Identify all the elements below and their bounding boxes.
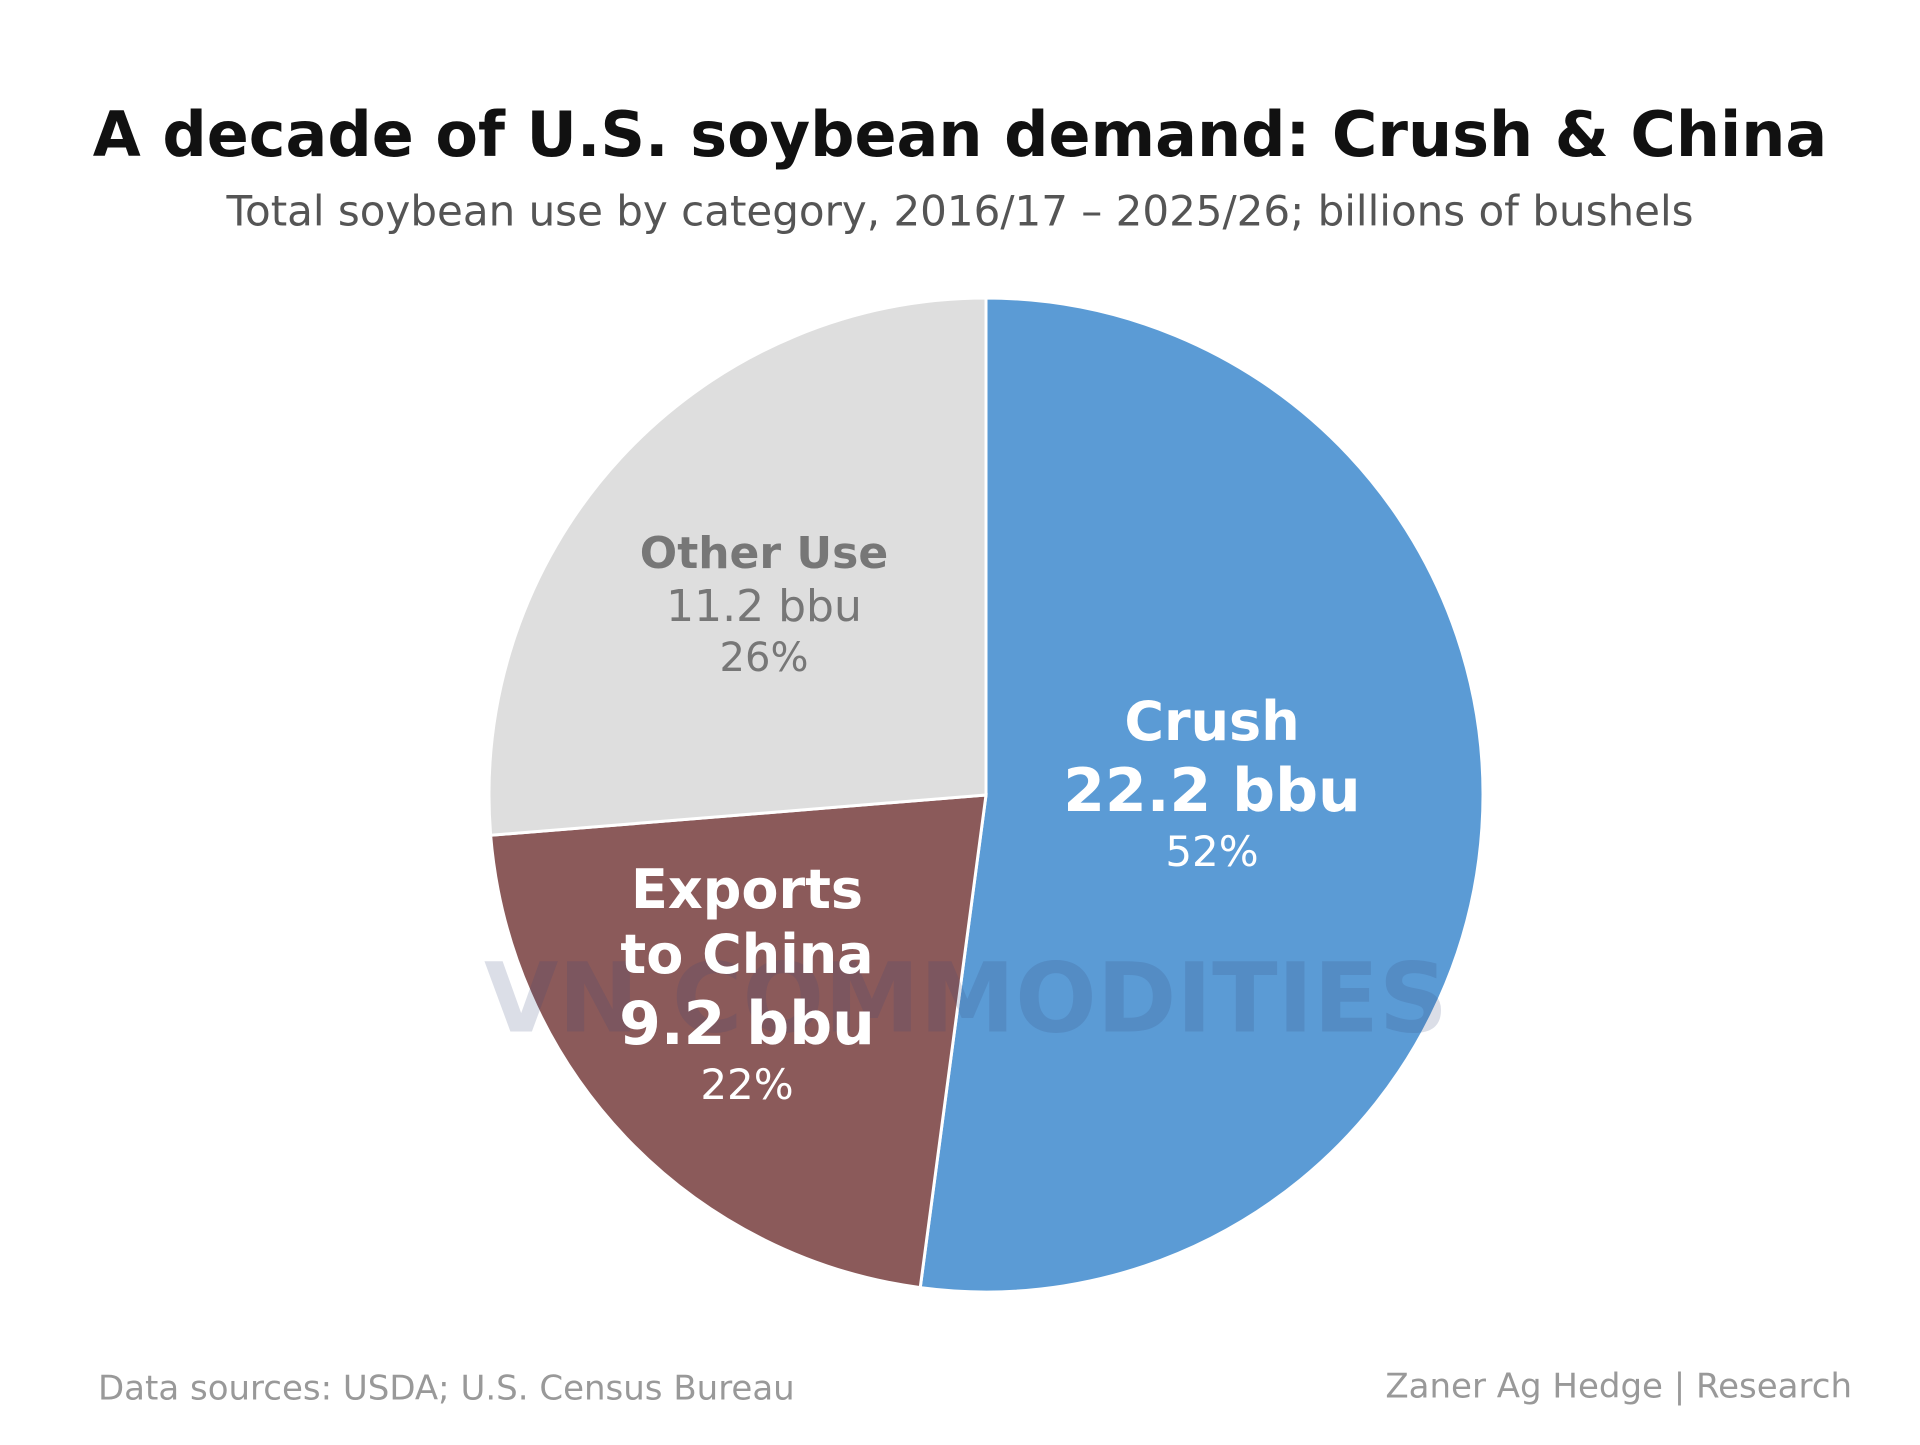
category-label: Other Use [639,528,889,579]
category-label: Crush [1124,690,1300,753]
chart-title: A decade of U.S. soybean demand: Crush &… [93,98,1828,171]
percent-label: 52% [1165,826,1259,876]
chart-subtitle: Total soybean use by category, 2016/17 –… [225,187,1693,236]
percent-label: 22% [700,1059,794,1109]
percent-label: 26% [719,634,809,681]
credit-note: Zaner Ag Hedge | Research [1385,1367,1852,1407]
watermark: VN COMMODITIES [484,942,1448,1054]
value-label: 22.2 bbu [1063,755,1361,826]
pie-slice [489,793,988,1290]
value-label: 9.2 bbu [619,988,875,1059]
pie-slice [487,296,988,837]
slice-label: Exports to China 9.2 bbu 22% [577,858,917,1110]
category-label: Exports to China [620,858,874,986]
source-note: Data sources: USDA; U.S. Census Bureau [98,1369,795,1409]
slice-label: Other Use 11.2 bbu 26% [594,528,934,682]
pie [487,296,1485,1294]
value-label: 11.2 bbu [666,580,862,632]
slice-label: Crush 22.2 bbu 52% [1042,690,1382,877]
pie-slice [918,296,1485,1294]
